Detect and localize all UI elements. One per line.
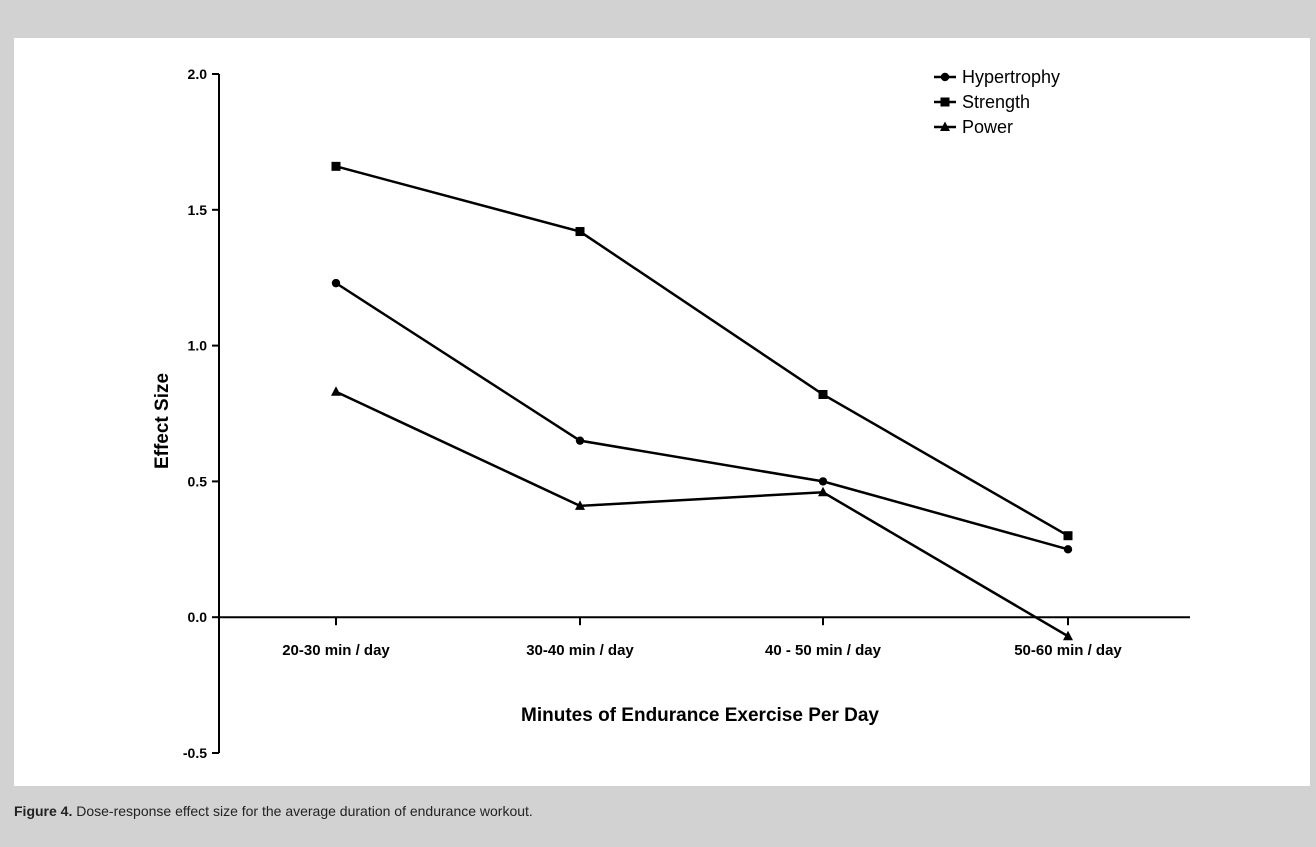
y-tick-label: -0.5 (183, 745, 207, 761)
figure-caption-label: Figure 4. (14, 803, 73, 819)
series-hypertrophy (331, 278, 1073, 554)
y-tick-label: 1.5 (188, 202, 208, 218)
y-tick-label: 0.0 (188, 609, 208, 625)
data-point-power (575, 500, 585, 510)
data-point-power (818, 486, 828, 497)
legend-marker-hypertrophy (940, 72, 950, 82)
x-axis-title: Minutes of Endurance Exercise Per Day (521, 705, 879, 726)
y-tick-label: 1.0 (188, 338, 208, 354)
series-layer (331, 161, 1073, 641)
data-point-strength (1063, 531, 1073, 541)
data-point-hypertrophy (575, 436, 585, 445)
series-line-strength (335, 165, 1069, 537)
line-chart: -0.5 0.0 0.5 1.0 1.5 2.0 20-30 min / day 30-40 … (152, 66, 1190, 761)
figure-caption: Figure 4. Dose-response effect size for … (14, 803, 533, 819)
data-point-strength (818, 389, 828, 399)
figure-caption-text: Dose-response effect size for the averag… (72, 803, 533, 819)
legend-label-hypertrophy: Hypertrophy (962, 67, 1060, 87)
legend-item-power: Power (934, 117, 1013, 137)
legend-marker-strength (940, 97, 950, 107)
data-point-power (1063, 630, 1073, 641)
x-tick-label: 20-30 min / day (282, 642, 390, 659)
figure-panel: -0.5 0.0 0.5 1.0 1.5 2.0 20-30 min / day 30-40 … (14, 38, 1310, 786)
legend-label-power: Power (962, 117, 1013, 137)
series-line-hypertrophy (335, 282, 1069, 551)
series-power (331, 386, 1073, 641)
legend-marker-power (940, 121, 950, 131)
x-tick-label: 30-40 min / day (526, 642, 634, 659)
data-point-strength (575, 227, 585, 237)
y-tick-label: 0.5 (188, 473, 208, 489)
data-point-hypertrophy (331, 278, 341, 288)
x-tick-label: 50-60 min / day (1014, 642, 1122, 659)
legend-item-hypertrophy: Hypertrophy (934, 67, 1060, 87)
legend-item-strength: Strength (934, 92, 1030, 112)
legend-label-strength: Strength (962, 92, 1030, 112)
data-point-strength (331, 161, 341, 171)
axes: -0.5 0.0 0.5 1.0 1.5 2.0 20-30 min / day 30-40 … (183, 66, 1190, 761)
legend: Hypertrophy Strength Power (934, 67, 1060, 137)
y-tick-label: 2.0 (188, 66, 208, 82)
x-tick-label: 40 - 50 min / day (765, 642, 882, 659)
y-axis-title: Effect Size (152, 373, 173, 469)
series-line-power (335, 390, 1069, 638)
data-point-hypertrophy (1063, 545, 1073, 554)
data-point-hypertrophy (818, 477, 828, 486)
series-strength (331, 161, 1073, 541)
data-point-power (331, 386, 341, 396)
